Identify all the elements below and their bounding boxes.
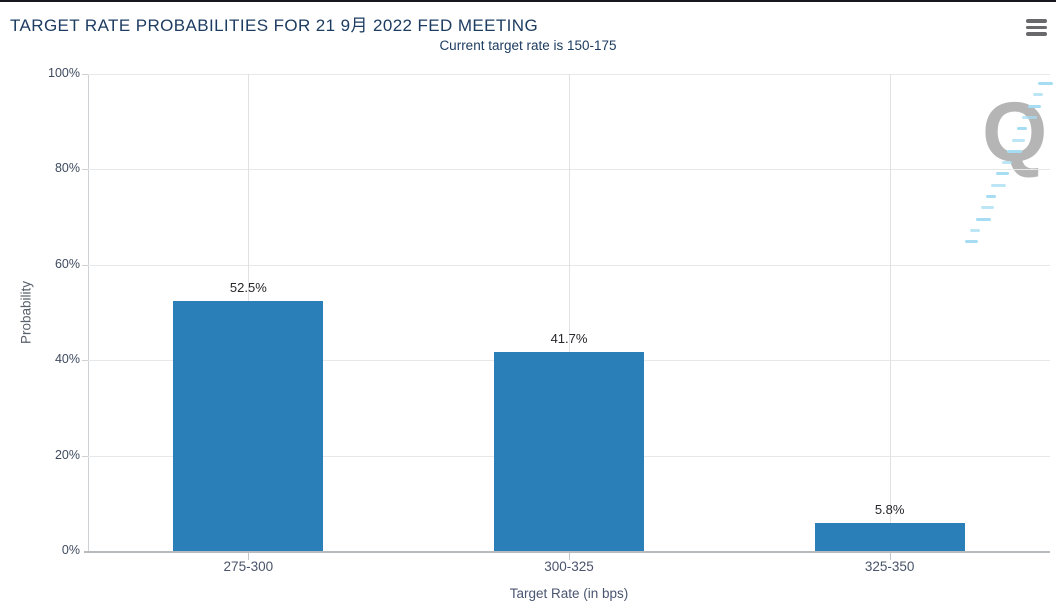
y-tick-label: 100%: [48, 66, 80, 80]
x-tick-label: 275-300: [223, 559, 274, 574]
chart-title: TARGET RATE PROBABILITIES FOR 21 9月 2022…: [10, 16, 539, 35]
hamburger-menu-icon[interactable]: [1026, 19, 1047, 37]
hamburger-bar: [1026, 19, 1047, 23]
v-gridline: [569, 74, 570, 551]
x-tick-label: 325-350: [864, 559, 915, 574]
x-tick-mark: [248, 553, 250, 560]
y-tick-mark: [82, 169, 88, 171]
x-tick-label: 300-325: [544, 559, 594, 574]
y-tick-mark: [82, 74, 88, 75]
v-gridline: [889, 74, 891, 551]
y-axis-line: [88, 74, 89, 551]
bar[interactable]: [814, 523, 965, 551]
y-tick-label: 40%: [54, 352, 80, 367]
y-tick-mark: [82, 455, 88, 457]
y-tick-mark: [82, 360, 88, 362]
bar-value-label: 41.7%: [550, 331, 588, 347]
x-axis-title: Target Rate (in bps): [509, 586, 629, 601]
hamburger-bar: [1026, 32, 1047, 36]
x-tick-mark: [569, 553, 570, 560]
y-tick-mark: [82, 264, 88, 266]
chart-subtitle: Current target rate is 150-175: [439, 38, 617, 53]
y-tick-label: 80%: [54, 161, 80, 176]
y-axis-title: Probability: [18, 280, 34, 345]
bar[interactable]: [494, 352, 644, 551]
bar-value-label: 52.5%: [229, 279, 267, 295]
y-tick-label: 60%: [54, 256, 80, 271]
x-tick-mark: [889, 553, 891, 560]
y-tick-label: 20%: [54, 447, 80, 462]
x-axis-line: [84, 551, 1050, 553]
bar[interactable]: [173, 300, 324, 551]
plot-area: 52.5% 41.7% 5.8%: [82, 74, 1050, 560]
hamburger-bar: [1026, 25, 1047, 29]
bar-value-label: 5.8%: [874, 502, 905, 518]
y-tick-label: 0%: [61, 543, 80, 557]
